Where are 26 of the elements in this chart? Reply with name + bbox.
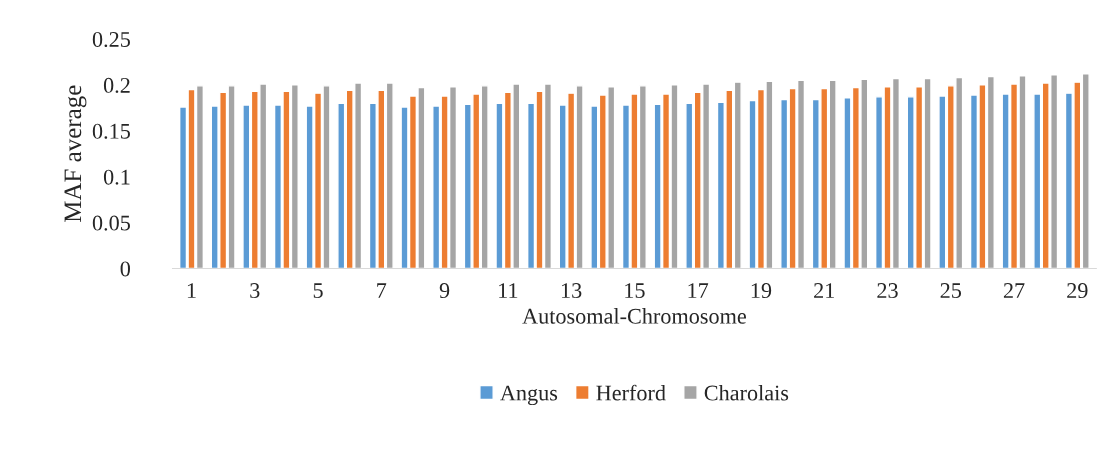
y-tick-label: 0.05 [92,215,130,231]
x-tick-label: 9 [439,283,450,299]
x-tick-label: 3 [250,283,260,299]
x-tick-label: 5 [313,283,323,299]
x-tick-label: 11 [499,283,518,298]
x-tick-label: 27 [1003,283,1025,298]
x-tick-label: 13 [561,283,582,299]
x-tick-label: 29 [1067,283,1088,299]
x-axis-title: Autosomal-Chromosome [522,308,746,324]
x-tick-label: 21 [814,283,835,298]
y-tick-label: 0.1 [103,169,130,185]
x-tick-label: 17 [688,283,709,298]
y-tick-label: 0.15 [92,123,130,139]
y-tick-label: 0.25 [92,31,130,48]
x-tick-label: 7 [377,283,387,298]
x-tick-label: 23 [877,283,898,299]
legend-label: Herford [596,384,666,401]
x-tick-label: 19 [751,283,772,299]
y-tick-label: 0 [120,261,130,277]
y-axis-title: MAF average [64,85,87,223]
x-tick-label: 15 [625,283,645,299]
legend-label: Angus [500,385,558,406]
legend-label: Charolais [704,384,789,401]
x-tick-label: 1 [187,283,196,298]
x-tick-label: 25 [940,283,962,299]
y-tick-label: 0.2 [103,77,130,93]
